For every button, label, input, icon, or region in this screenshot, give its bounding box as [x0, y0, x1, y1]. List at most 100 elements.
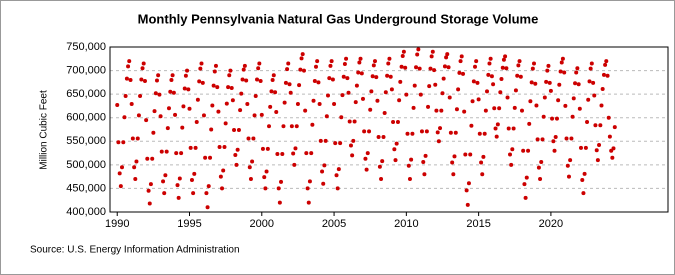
data-point [347, 119, 352, 124]
data-point [604, 59, 609, 64]
y-tick-label: 500,000 [66, 159, 106, 171]
data-point [310, 122, 315, 127]
data-point [294, 124, 299, 129]
data-point [293, 146, 298, 151]
data-point [153, 91, 158, 96]
data-point [513, 88, 518, 93]
data-point [117, 171, 122, 176]
data-point [187, 106, 192, 111]
y-tick-label: 400,000 [66, 206, 106, 218]
data-point [456, 87, 461, 92]
data-point [375, 98, 380, 103]
data-point [457, 70, 462, 75]
data-point [330, 77, 335, 82]
data-point [245, 102, 250, 107]
data-point [569, 136, 574, 141]
data-point [447, 95, 452, 100]
data-point [321, 181, 326, 186]
data-point [400, 53, 405, 58]
data-point [414, 65, 419, 70]
data-point [119, 165, 124, 170]
data-point [163, 173, 168, 178]
data-point [526, 148, 531, 153]
data-point [405, 131, 410, 136]
data-point [251, 136, 256, 141]
data-point [438, 126, 443, 131]
data-point [541, 114, 546, 119]
data-point [380, 159, 385, 164]
data-point [124, 76, 129, 81]
data-point [241, 67, 246, 72]
data-point [227, 73, 232, 78]
data-point [325, 93, 330, 98]
data-point [263, 186, 268, 191]
data-point [358, 56, 363, 61]
y-tick-label: 750,000 [66, 41, 106, 53]
data-point [391, 119, 396, 124]
data-point [509, 162, 514, 167]
data-point [180, 125, 185, 130]
data-point [352, 119, 357, 124]
data-point [304, 151, 309, 156]
data-point [322, 163, 327, 168]
data-point [182, 86, 187, 91]
data-point [161, 179, 166, 184]
data-point [545, 68, 550, 73]
data-point [257, 61, 262, 66]
data-point [313, 64, 318, 69]
data-point [598, 123, 603, 128]
data-point [429, 54, 434, 59]
data-point [556, 98, 561, 103]
data-point [445, 52, 450, 57]
data-point [208, 155, 213, 160]
data-point [138, 94, 143, 99]
data-point [551, 139, 556, 144]
data-point [573, 81, 578, 86]
data-point [230, 98, 235, 103]
data-point [470, 99, 475, 104]
data-point [335, 186, 340, 191]
data-point [210, 103, 215, 108]
data-point [451, 172, 456, 177]
data-point [165, 126, 170, 131]
data-point [232, 127, 237, 132]
data-point [486, 72, 491, 77]
data-point [336, 167, 341, 172]
data-point [587, 79, 592, 84]
data-point [312, 78, 317, 83]
data-point [506, 126, 511, 131]
data-point [607, 134, 612, 139]
data-point [539, 160, 544, 165]
data-point [262, 175, 267, 180]
x-tick-label: 1995 [177, 218, 201, 230]
data-point [533, 81, 538, 86]
data-point [383, 90, 388, 95]
data-point [169, 78, 174, 82]
data-point [536, 165, 541, 170]
data-point [281, 124, 286, 129]
data-point [218, 174, 223, 179]
data-point [146, 188, 151, 193]
data-point [582, 171, 587, 176]
data-point [320, 169, 325, 174]
data-point [341, 74, 346, 79]
data-point [132, 165, 137, 170]
data-point [287, 82, 292, 87]
data-point [193, 145, 198, 150]
data-point [264, 169, 269, 174]
data-point [123, 94, 128, 99]
data-point [158, 114, 163, 119]
data-point [612, 125, 617, 130]
data-point [258, 78, 263, 83]
data-point [147, 201, 152, 206]
data-point [307, 179, 312, 184]
data-point [397, 98, 402, 103]
data-point [574, 70, 579, 75]
data-point [256, 66, 261, 71]
data-point [421, 160, 426, 165]
data-point [404, 92, 409, 97]
data-point [303, 108, 308, 113]
data-point [389, 87, 394, 92]
data-point [188, 145, 193, 150]
